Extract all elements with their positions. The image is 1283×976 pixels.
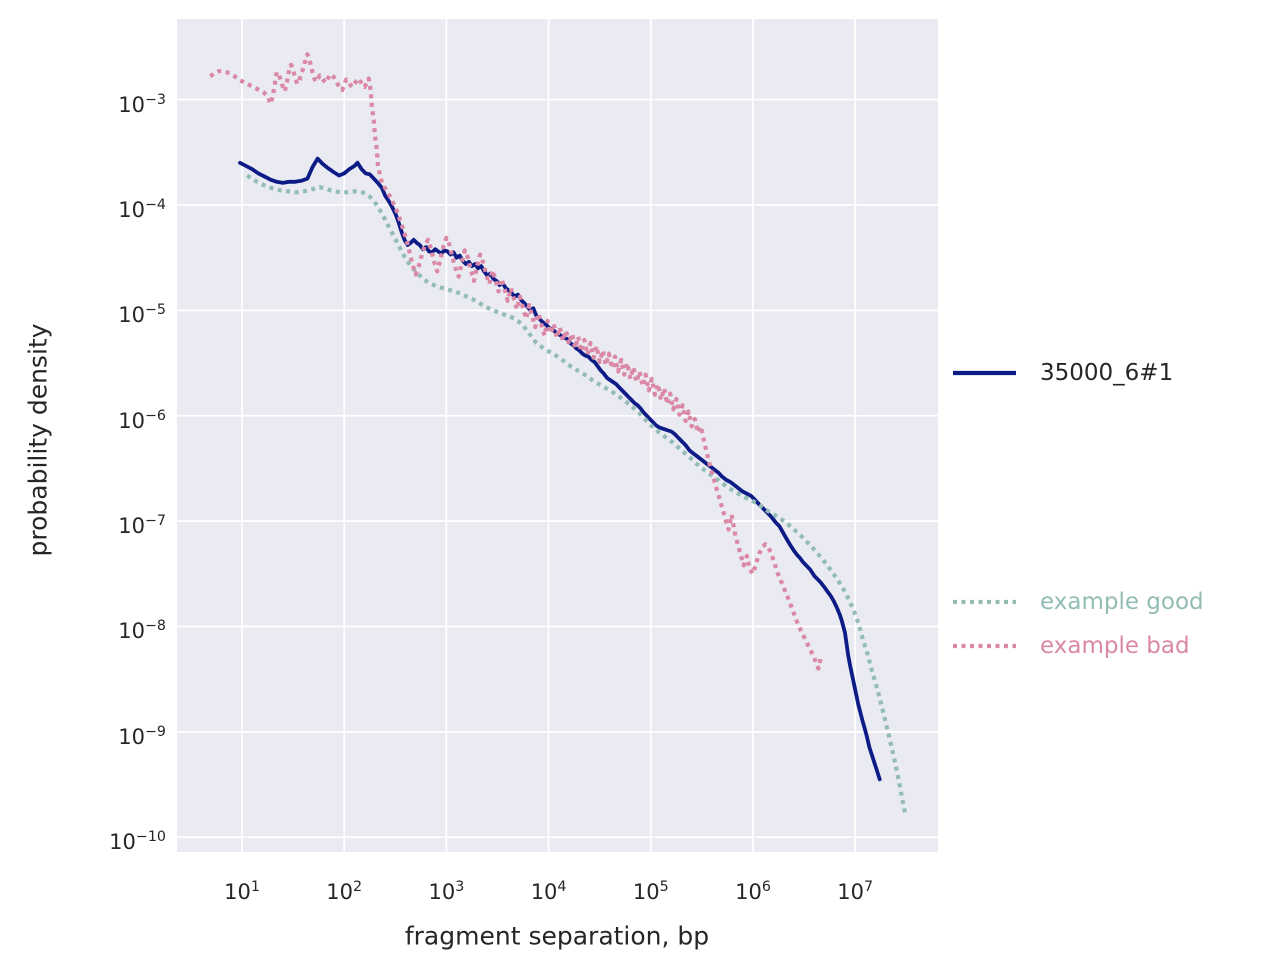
y-tick-label: 10−6 <box>118 407 166 433</box>
y-tick-label: 10−10 <box>109 829 166 855</box>
y-axis-label: probability density <box>23 323 53 557</box>
legend-swatches <box>953 370 1016 649</box>
y-tick-label: 10−3 <box>118 91 166 117</box>
y-tick-label: 10−7 <box>118 513 166 539</box>
x-tick-label: 101 <box>224 879 260 904</box>
x-tick-label: 102 <box>326 879 363 904</box>
y-tick-label: 10−5 <box>118 302 166 328</box>
series-example-good-line <box>245 173 908 815</box>
y-tick-label: 10−9 <box>118 723 166 749</box>
series-example-bad-line <box>209 52 823 671</box>
plot-area <box>177 19 938 852</box>
legend-label-example-good: example good <box>1040 589 1204 615</box>
x-tick-label: 105 <box>632 879 669 904</box>
x-tick-label: 106 <box>735 879 771 904</box>
y-tick-label: 10−8 <box>118 618 166 644</box>
x-axis-label: fragment separation, bp <box>404 921 710 951</box>
legend-label-example-bad: example bad <box>1040 633 1190 659</box>
legend-label-main: 35000_6#1 <box>1040 360 1174 386</box>
y-tick-label: 10−4 <box>118 196 166 222</box>
x-tick-label: 103 <box>428 879 465 904</box>
grid-lines <box>177 19 938 852</box>
series-lines <box>209 52 908 815</box>
x-tick-label: 104 <box>530 879 567 904</box>
x-tick-label: 107 <box>837 879 874 904</box>
